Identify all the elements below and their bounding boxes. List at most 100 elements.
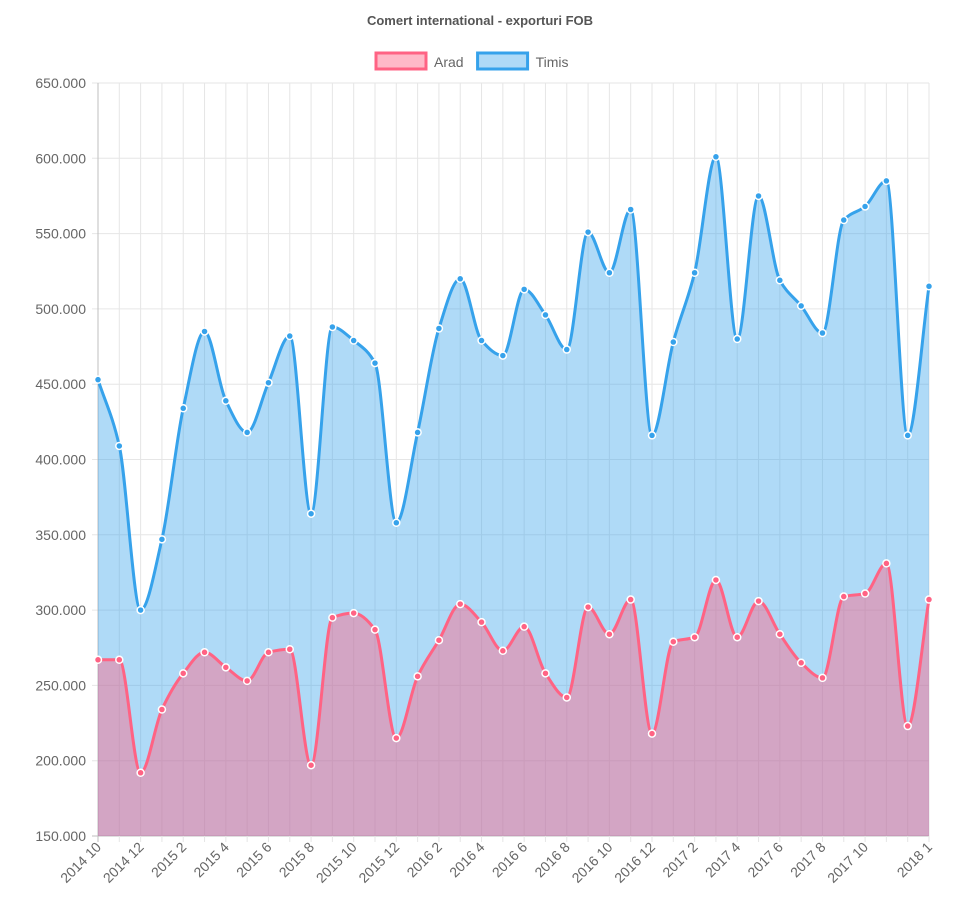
chart-title: Comert international - exporturi FOB <box>367 13 593 28</box>
data-point-timis <box>178 404 188 413</box>
data-point-arad <box>498 646 508 656</box>
y-tick-label: 550.000 <box>35 226 86 242</box>
x-tick-label: 2016 2 <box>403 839 445 881</box>
data-point-arad <box>754 596 763 606</box>
data-point-arad <box>392 733 401 743</box>
data-point-timis <box>200 327 209 336</box>
x-tick-label: 2014 10 <box>57 839 104 886</box>
data-point-arad <box>285 645 295 654</box>
data-point-timis <box>477 336 486 345</box>
data-point-timis <box>562 345 572 354</box>
data-point-arad <box>711 575 721 585</box>
data-point-arad <box>519 622 529 631</box>
data-point-arad <box>690 632 699 642</box>
y-tick-label: 150.000 <box>35 828 86 844</box>
data-point-arad <box>775 629 785 639</box>
data-point-arad <box>413 672 422 681</box>
data-point-timis <box>349 336 358 345</box>
x-tick-label: 2017 10 <box>824 839 871 886</box>
data-point-timis <box>647 431 657 440</box>
data-point-arad <box>839 592 849 601</box>
data-point-arad <box>924 595 934 604</box>
data-point-arad <box>264 648 273 657</box>
y-tick-label: 400.000 <box>35 452 86 468</box>
legend: Arad Timis <box>374 51 569 71</box>
x-tick-label: 2016 10 <box>568 839 615 886</box>
data-point-timis <box>328 322 337 332</box>
legend-swatch-arad <box>374 51 428 71</box>
data-point-timis <box>242 428 252 437</box>
data-point-arad <box>477 617 486 627</box>
data-point-timis <box>115 441 124 451</box>
legend-label-arad: Arad <box>434 54 464 70</box>
data-point-arad <box>306 760 316 770</box>
data-point-timis <box>498 351 508 360</box>
data-point-arad <box>562 693 572 702</box>
x-tick-label: 2014 12 <box>100 839 147 886</box>
data-point-timis <box>136 605 145 615</box>
data-point-timis <box>732 334 742 344</box>
data-point-timis <box>882 176 891 186</box>
x-tick-label: 2015 6 <box>233 839 275 881</box>
data-point-arad <box>605 629 614 639</box>
x-tick-label: 2015 10 <box>313 839 360 886</box>
data-point-arad <box>434 635 444 645</box>
data-point-arad <box>93 655 103 665</box>
data-point-arad <box>903 721 912 731</box>
data-point-arad <box>860 589 870 598</box>
x-tick-label: 2016 8 <box>531 839 573 881</box>
data-point-arad <box>200 648 209 657</box>
data-point-timis <box>605 268 614 278</box>
y-tick-label: 200.000 <box>35 753 86 769</box>
data-point-arad <box>221 663 231 672</box>
x-tick-label: 2017 6 <box>744 839 786 881</box>
data-point-timis <box>519 285 529 294</box>
y-axis: 650.000 600.000 550.000 500.000 450.000 400.0… <box>35 75 86 844</box>
data-point-timis <box>285 331 295 341</box>
data-point-arad <box>328 613 337 622</box>
data-point-timis <box>221 396 231 406</box>
y-tick-label: 600.000 <box>35 150 86 166</box>
y-tick-label: 300.000 <box>35 602 86 618</box>
data-point-arad <box>818 673 827 683</box>
data-point-timis <box>541 310 550 320</box>
data-point-timis <box>711 152 721 162</box>
data-point-arad <box>136 768 145 777</box>
data-point-timis <box>370 358 380 368</box>
data-point-arad <box>732 632 742 642</box>
grid <box>92 82 930 842</box>
x-tick-label: 2017 8 <box>787 839 829 881</box>
x-tick-label: 2015 8 <box>276 839 318 881</box>
legend-swatch-timis <box>476 51 530 71</box>
data-point-timis <box>690 268 699 278</box>
y-tick-label: 350.000 <box>35 527 86 543</box>
data-point-timis <box>455 274 465 284</box>
data-point-arad <box>157 705 167 714</box>
data-point-timis <box>157 535 167 544</box>
data-point-arad <box>647 729 657 738</box>
data-point-arad <box>115 655 124 665</box>
data-point-timis <box>413 428 422 437</box>
y-tick-label: 650.000 <box>35 75 86 91</box>
x-tick-label: 2017 4 <box>702 839 744 881</box>
data-point-arad <box>882 559 891 568</box>
data-point-timis <box>818 328 827 338</box>
x-tick-label: 2015 12 <box>355 839 402 886</box>
x-tick-label: 2015 2 <box>148 839 190 881</box>
data-point-timis <box>669 337 678 347</box>
x-tick-label: 2016 6 <box>489 839 531 881</box>
data-point-timis <box>796 301 806 311</box>
x-tick-label: 2017 2 <box>659 839 701 881</box>
y-tick-label: 250.000 <box>35 677 86 693</box>
x-tick-label: 2015 4 <box>190 839 232 881</box>
x-tick-label: 2016 4 <box>446 839 488 881</box>
data-point-timis <box>583 227 593 237</box>
data-point-timis <box>434 324 444 333</box>
legend-label-timis: Timis <box>536 54 569 70</box>
series-area-arad <box>98 563 929 836</box>
y-tick-label: 500.000 <box>35 301 86 317</box>
x-tick-label: 2018 1 <box>894 839 936 881</box>
data-point-timis <box>754 191 763 201</box>
